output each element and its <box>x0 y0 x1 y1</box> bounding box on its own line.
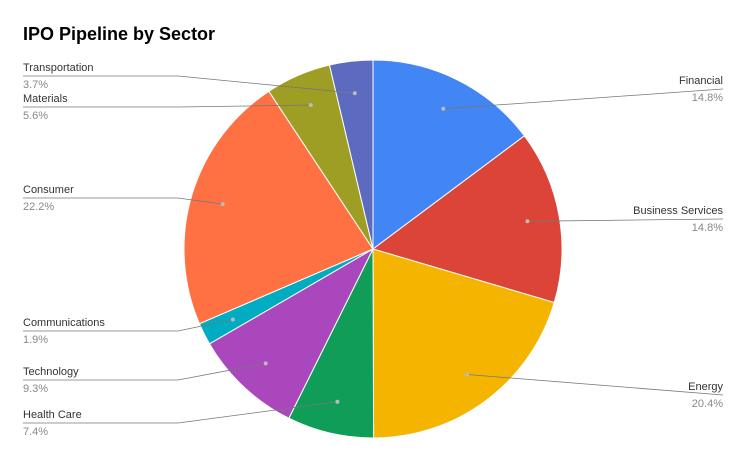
slice-label: Materials <box>23 93 68 105</box>
slice-percent: 3.7% <box>23 79 48 91</box>
callout-dot <box>230 317 235 322</box>
slice-label: Business Services <box>633 205 723 217</box>
callout-line <box>23 75 355 94</box>
callout-dot <box>441 106 446 111</box>
pie-slice-consumer[interactable] <box>183 90 374 325</box>
pie-slices <box>183 59 563 439</box>
callout-line <box>443 88 724 110</box>
slice-percent: 1.9% <box>23 334 48 346</box>
slice-label: Health Care <box>23 409 82 421</box>
callout-line <box>467 374 724 396</box>
slice-label: Technology <box>23 366 79 378</box>
callout-dot <box>352 91 357 96</box>
slice-label: Energy <box>688 381 723 393</box>
pie-slice-technology[interactable] <box>208 247 375 419</box>
callout-dot <box>335 399 340 404</box>
slice-percent: 7.4% <box>23 426 48 438</box>
callout-line <box>23 104 311 108</box>
callout-dot <box>220 202 225 207</box>
slice-percent: 9.3% <box>23 383 48 395</box>
callout-line <box>23 319 233 332</box>
pie-slice-business-services[interactable] <box>371 135 563 304</box>
slice-percent: 14.8% <box>692 222 723 234</box>
callout-line <box>527 218 724 222</box>
callout-dot <box>465 372 470 377</box>
slice-percent: 20.4% <box>692 398 723 410</box>
slice-percent: 5.6% <box>23 110 48 122</box>
pie-slice-energy[interactable] <box>372 248 555 439</box>
callout-line <box>23 197 223 205</box>
callout-dot <box>525 219 530 224</box>
slice-label: Financial <box>679 75 723 87</box>
slice-label: Transportation <box>23 62 94 74</box>
slice-percent: 22.2% <box>23 201 54 213</box>
callout-line <box>23 401 338 424</box>
chart-title: IPO Pipeline by Sector <box>23 24 215 44</box>
callout-line <box>23 363 266 381</box>
slice-percent: 14.8% <box>692 92 723 104</box>
callout-dot <box>263 361 268 366</box>
pie-slice-transportation[interactable] <box>328 59 374 250</box>
slice-label: Consumer <box>23 184 74 196</box>
callout-dot <box>308 103 313 107</box>
slice-label: Communications <box>23 317 105 329</box>
pie-slice-financial[interactable] <box>372 59 526 250</box>
pie-callouts: Financial 14.8% Business Services 14.8% Ener… <box>23 62 723 438</box>
